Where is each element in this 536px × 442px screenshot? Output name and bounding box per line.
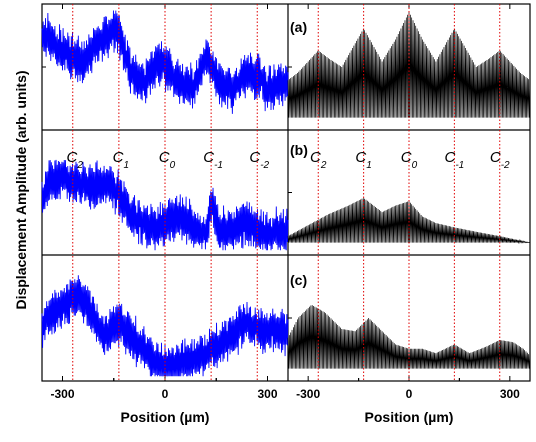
x-axis-label: Position (µm)	[121, 409, 210, 425]
marker-label: C1	[355, 149, 371, 171]
marker-label: C-2	[490, 149, 510, 171]
marker-label: C0	[159, 149, 176, 171]
x-tick-label: 0	[406, 387, 413, 401]
marker-label: C1	[113, 149, 129, 171]
series-line-black	[287, 305, 531, 369]
marker-label: C2	[67, 149, 84, 171]
panel-label: (c)	[290, 272, 307, 288]
marker-label: C-1	[445, 149, 465, 171]
x-tick-label: 300	[500, 387, 520, 401]
panel-label: (a)	[290, 19, 307, 35]
x-axis-label: Position (µm)	[365, 409, 454, 425]
x-tick-label: 0	[162, 387, 169, 401]
panel-frames	[41, 3, 531, 382]
panel-label: (b)	[290, 142, 308, 158]
marker-label: C-1	[203, 149, 223, 171]
y-axis-label: Displacement Amplitude (arb. units)	[13, 70, 29, 309]
x-tick-label: 300	[257, 387, 277, 401]
x-tick-label: -300	[50, 387, 74, 401]
marker-label: C0	[401, 149, 418, 171]
marker-label: C2	[310, 149, 327, 171]
marker-label: C-2	[249, 149, 269, 171]
series-line-blue	[41, 159, 289, 251]
data-series	[41, 10, 531, 377]
chart-labels: -300 0 300 Position (µm) -300 0 300 Position (µ…	[13, 19, 520, 425]
x-tick-label: -300	[296, 387, 320, 401]
